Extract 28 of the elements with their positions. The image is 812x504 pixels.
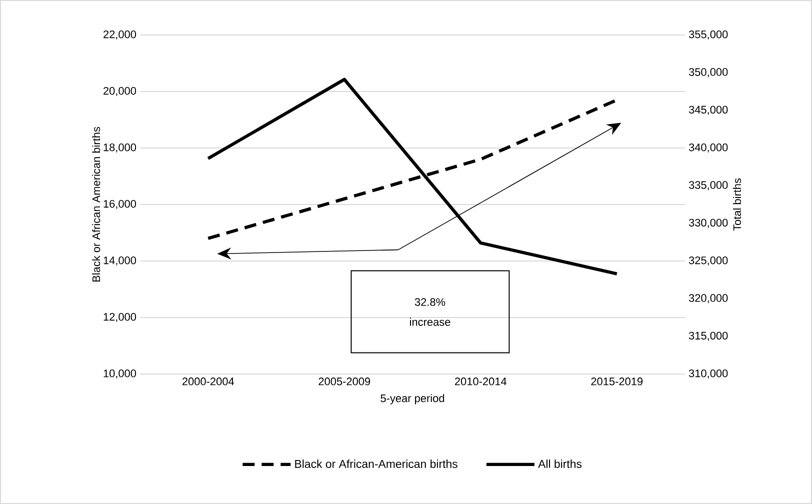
y2-tick-label: 355,000: [688, 30, 728, 40]
x-tick-label: 2000-2004: [182, 378, 234, 386]
y2-tick-label: 325,000: [688, 256, 728, 266]
y-tick-label: 16,000: [104, 200, 136, 210]
legend-label: All births: [538, 460, 582, 468]
y2-tick-label: 340,000: [688, 143, 728, 153]
y2-tick-label: 315,000: [688, 332, 728, 341]
x-tick-label: 2005-2009: [318, 378, 370, 386]
y-tick-label: 12,000: [104, 312, 136, 322]
legend-label: Black or African-American births: [295, 460, 458, 468]
y-tick-label: 22,000: [104, 30, 136, 40]
line-series: [206, 78, 618, 276]
x-tick-label: 2010-2014: [454, 378, 506, 386]
y-tick-label: 20,000: [104, 86, 136, 96]
y-tick-label: 14,000: [104, 256, 136, 266]
annotation: 32.8% increase: [410, 298, 450, 326]
y-tick-label: 10,000: [104, 369, 136, 379]
y-axis-title: Black or African American births: [92, 126, 100, 282]
y2-tick-label: 310,000: [688, 369, 728, 379]
y2-tick-label: 345,000: [688, 106, 728, 115]
x-tick-label: 2015-2019: [591, 378, 643, 386]
y-tick-label: 18,000: [104, 143, 136, 153]
y2-tick-label: 335,000: [688, 181, 728, 190]
x-axis-title: 5-year period: [380, 394, 444, 404]
y2-tick-label: 350,000: [688, 68, 728, 78]
y2-tick-label: 330,000: [688, 218, 728, 228]
y2-tick-label: 320,000: [688, 294, 728, 304]
y2-axis-title: Total births: [732, 178, 742, 231]
